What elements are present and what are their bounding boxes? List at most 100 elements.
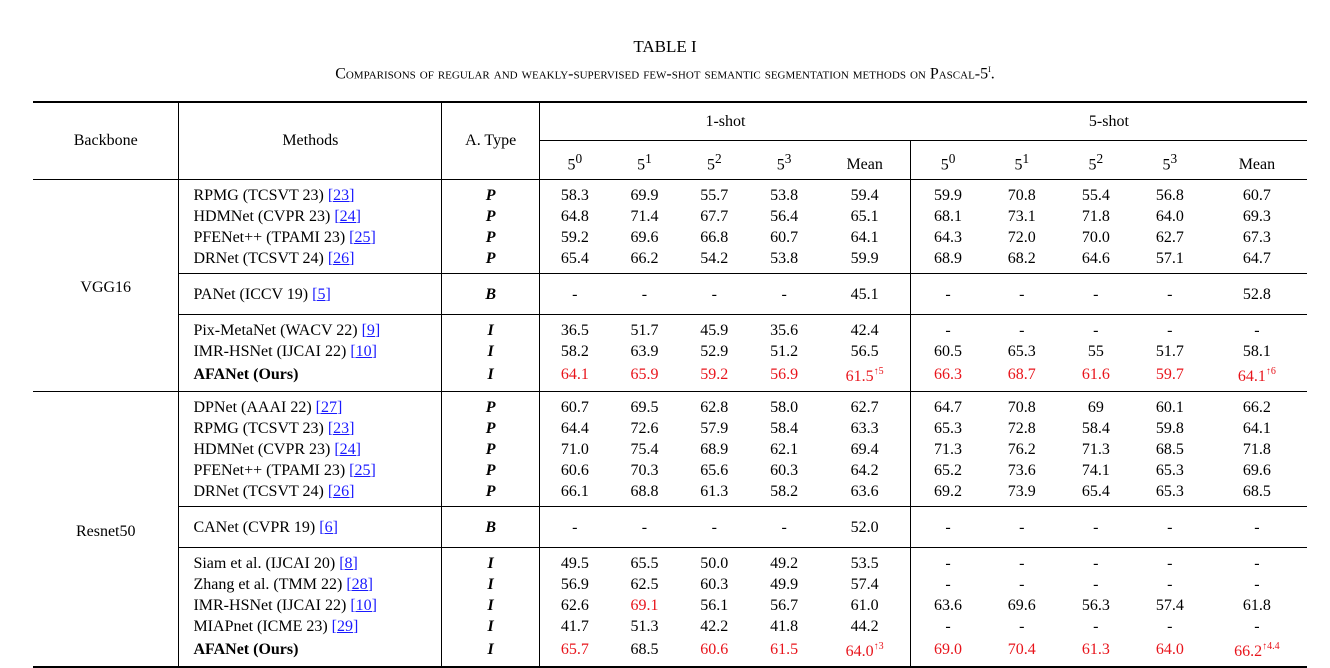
one-shot-value: 59.9 bbox=[819, 248, 912, 274]
five-shot-value: 58.4 bbox=[1059, 418, 1133, 439]
one-shot-value: 49.2 bbox=[749, 547, 820, 574]
annotation-type-cell: I bbox=[441, 574, 540, 595]
citation-link[interactable]: [10] bbox=[350, 596, 377, 614]
score: - bbox=[945, 518, 951, 536]
one-shot-value: 42.4 bbox=[819, 314, 912, 341]
citation-link[interactable]: [28] bbox=[346, 575, 373, 593]
method-name: HDMNet (CVPR 23) bbox=[193, 440, 335, 458]
citation-link[interactable]: [9] bbox=[361, 321, 381, 339]
one-shot-value: 57.4 bbox=[819, 574, 912, 595]
five-shot-value: - bbox=[1059, 616, 1133, 637]
score: 65.1 bbox=[850, 207, 879, 225]
method-name: Zhang et al. (TMM 22) bbox=[193, 575, 347, 593]
five-shot-value: 64.1↑6 bbox=[1207, 362, 1307, 392]
one-shot-value: 45.1 bbox=[819, 273, 912, 315]
score: 61.6 bbox=[1081, 365, 1110, 383]
score: 69.6 bbox=[1007, 596, 1036, 614]
five-shot-value: 57.1 bbox=[1133, 248, 1207, 274]
five-shot-value: 76.2 bbox=[985, 439, 1059, 460]
score: 41.8 bbox=[770, 617, 799, 635]
one-shot-value: 63.6 bbox=[819, 481, 912, 507]
method-cell: CANet (CVPR 19) [6] bbox=[178, 506, 442, 548]
score: 62.8 bbox=[700, 398, 729, 416]
citation-link[interactable]: [23] bbox=[327, 419, 355, 437]
table-row: AFANet (Ours) I 65.7 68.5 60.6 61.5 64.0↑3 69.0… bbox=[33, 637, 1307, 668]
five-shot-value: - bbox=[1206, 314, 1307, 341]
five-shot-value: 68.5 bbox=[1133, 439, 1207, 460]
citation-link[interactable]: [23] bbox=[327, 186, 355, 204]
citation-link[interactable]: [5] bbox=[312, 285, 331, 303]
score: 51.7 bbox=[630, 321, 659, 339]
five-shot-value: - bbox=[911, 574, 985, 595]
one-shot-value: 57.9 bbox=[679, 418, 749, 439]
one-shot-value: 62.8 bbox=[679, 391, 750, 418]
five-shot-value: 55 bbox=[1059, 341, 1133, 362]
score: 68.5 bbox=[630, 640, 659, 658]
score: 60.7 bbox=[770, 228, 799, 246]
citation-link[interactable]: [10] bbox=[350, 342, 377, 360]
method-name: CANet (CVPR 19) bbox=[193, 518, 320, 536]
score: 70.8 bbox=[1007, 398, 1036, 416]
score: 66.8 bbox=[700, 228, 729, 246]
one-shot-value: 56.5 bbox=[819, 341, 912, 362]
citation-link[interactable]: [26] bbox=[327, 249, 355, 267]
one-shot-value: 69.5 bbox=[609, 391, 680, 418]
score: 64.6 bbox=[1081, 249, 1110, 267]
annotation-type: I bbox=[487, 342, 494, 360]
five-shot-value: - bbox=[1132, 314, 1207, 341]
one-shot-value: 36.5 bbox=[539, 314, 610, 341]
five-shot-value: 68.7 bbox=[985, 362, 1059, 392]
score: 70.0 bbox=[1081, 228, 1110, 246]
score: 56.1 bbox=[700, 596, 729, 614]
score: 58.4 bbox=[770, 419, 799, 437]
citation-link[interactable]: [25] bbox=[349, 461, 376, 479]
citation-link[interactable]: [24] bbox=[334, 207, 361, 225]
score: 65.4 bbox=[1081, 482, 1110, 500]
table-header: Backbone Methods A. Type 1-shot 5-shot 5… bbox=[33, 102, 1307, 180]
one-shot-value: 65.9 bbox=[610, 362, 680, 392]
one-shot-value: 44.2 bbox=[819, 616, 912, 637]
one-shot-value: 63.3 bbox=[819, 418, 912, 439]
citation-link[interactable]: [8] bbox=[339, 554, 358, 572]
score: 65.5 bbox=[630, 554, 659, 572]
gain-superscript: ↑3 bbox=[873, 641, 884, 652]
citation-link[interactable]: [25] bbox=[349, 228, 376, 246]
score: - bbox=[1093, 285, 1099, 303]
score: 69.2 bbox=[934, 482, 963, 500]
fold-base: 5 bbox=[1088, 156, 1097, 173]
method-cell: HDMNet (CVPR 23) [24] bbox=[178, 206, 442, 227]
five-shot-value: 68.2 bbox=[985, 248, 1059, 274]
score: 57.1 bbox=[1155, 249, 1184, 267]
score: 58.3 bbox=[560, 186, 589, 204]
score: 70.4 bbox=[1007, 640, 1036, 658]
five-shot-value: - bbox=[1059, 574, 1133, 595]
five-shot-value: 65.2 bbox=[911, 460, 985, 481]
one-shot-value: 53.8 bbox=[749, 179, 820, 206]
citation-link[interactable]: [24] bbox=[334, 440, 361, 458]
methods-header: Methods bbox=[178, 102, 442, 180]
score: 64.2 bbox=[850, 461, 879, 479]
five-shot-value: - bbox=[984, 547, 1059, 574]
five-shot-value: 66.2 bbox=[1206, 391, 1307, 418]
score: - bbox=[945, 321, 951, 339]
one-shot-value: - bbox=[539, 273, 610, 315]
five-shot-value: 57.4 bbox=[1133, 595, 1207, 616]
five-shot-fold-3-header: 53 bbox=[1132, 140, 1207, 180]
score: 63.6 bbox=[850, 482, 879, 500]
annotation-type-cell: P bbox=[441, 248, 540, 274]
annotation-type-header: A. Type bbox=[441, 102, 540, 180]
citation-link[interactable]: [29] bbox=[331, 617, 359, 635]
citation-link[interactable]: [26] bbox=[327, 482, 355, 500]
citation-link[interactable]: [27] bbox=[315, 398, 343, 416]
one-shot-value: 45.9 bbox=[679, 314, 750, 341]
five-shot-value: 64.7 bbox=[910, 391, 985, 418]
annotation-type-cell: P bbox=[441, 206, 540, 227]
five-shot-value: 61.3 bbox=[1058, 637, 1133, 668]
table-row: DRNet (TCSVT 24) [26] P 65.4 66.2 54.2 53.8 59… bbox=[33, 248, 1307, 274]
score: 64.1 bbox=[1242, 419, 1271, 437]
one-shot-mean-header: Mean bbox=[819, 140, 912, 180]
citation-link[interactable]: [6] bbox=[319, 518, 338, 536]
score: 68.1 bbox=[934, 207, 963, 225]
score: 49.2 bbox=[770, 554, 799, 572]
score: 60.5 bbox=[934, 342, 963, 360]
